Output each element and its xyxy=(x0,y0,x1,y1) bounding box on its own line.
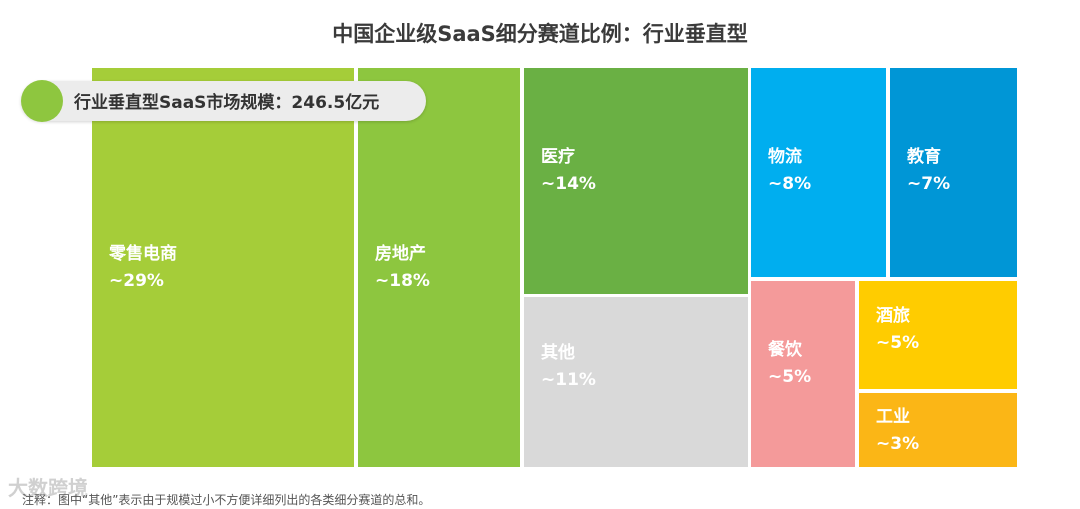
segment-share: ~5% xyxy=(768,367,812,387)
tile-2 xyxy=(524,68,748,294)
tile-0 xyxy=(92,68,354,467)
tile-3 xyxy=(524,297,748,467)
tile-label-8: 工业 ~3% xyxy=(876,404,919,458)
tile-label-5: 教育 ~7% xyxy=(907,144,950,198)
chart-title: 中国企业级SaaS细分赛道比例：行业垂直型 xyxy=(332,22,748,46)
segment-share: ~3% xyxy=(876,434,920,454)
segment-name: 零售电商 xyxy=(109,244,177,264)
segment-name: 工业 xyxy=(876,407,910,427)
tile-label-3: 其他 ~11% xyxy=(541,340,596,394)
segment-share: ~18% xyxy=(375,271,430,291)
tile-7 xyxy=(859,281,1017,389)
tile-label-0: 零售电商 ~29% xyxy=(109,241,177,295)
market-size-badge xyxy=(21,81,426,121)
segment-name: 餐饮 xyxy=(768,340,802,360)
segment-share: ~14% xyxy=(541,174,596,194)
segment-name: 房地产 xyxy=(375,244,426,264)
watermark: 大数跨境 xyxy=(8,476,88,500)
segment-share: ~11% xyxy=(541,370,596,390)
footnote: 注释：图中“其他”表示由于规模过小不方便详细列出的各类细分赛道的总和。 xyxy=(22,493,431,507)
tile-label-1: 房地产 ~18% xyxy=(375,241,430,295)
segment-name: 物流 xyxy=(768,147,802,167)
segment-name: 医疗 xyxy=(541,147,575,167)
segment-name: 其他 xyxy=(541,343,575,363)
badge-dot-icon xyxy=(21,80,63,122)
segment-name: 教育 xyxy=(907,147,941,167)
tile-label-4: 物流 ~8% xyxy=(768,144,811,198)
tile-4 xyxy=(751,68,886,277)
segment-share: ~7% xyxy=(907,174,951,194)
segment-name: 酒旅 xyxy=(876,306,910,326)
tile-label-2: 医疗 ~14% xyxy=(541,144,596,198)
market-size-text: 行业垂直型SaaS市场规模：246.5亿元 xyxy=(74,93,380,113)
tile-label-7: 酒旅 ~5% xyxy=(876,303,919,357)
segment-share: ~5% xyxy=(876,333,920,353)
tile-1 xyxy=(358,68,520,467)
segment-share: ~8% xyxy=(768,174,812,194)
segment-share: ~29% xyxy=(109,271,164,291)
tile-6 xyxy=(751,281,855,467)
tile-5 xyxy=(890,68,1017,277)
tile-8 xyxy=(859,393,1017,467)
tile-label-6: 餐饮 ~5% xyxy=(768,337,811,391)
